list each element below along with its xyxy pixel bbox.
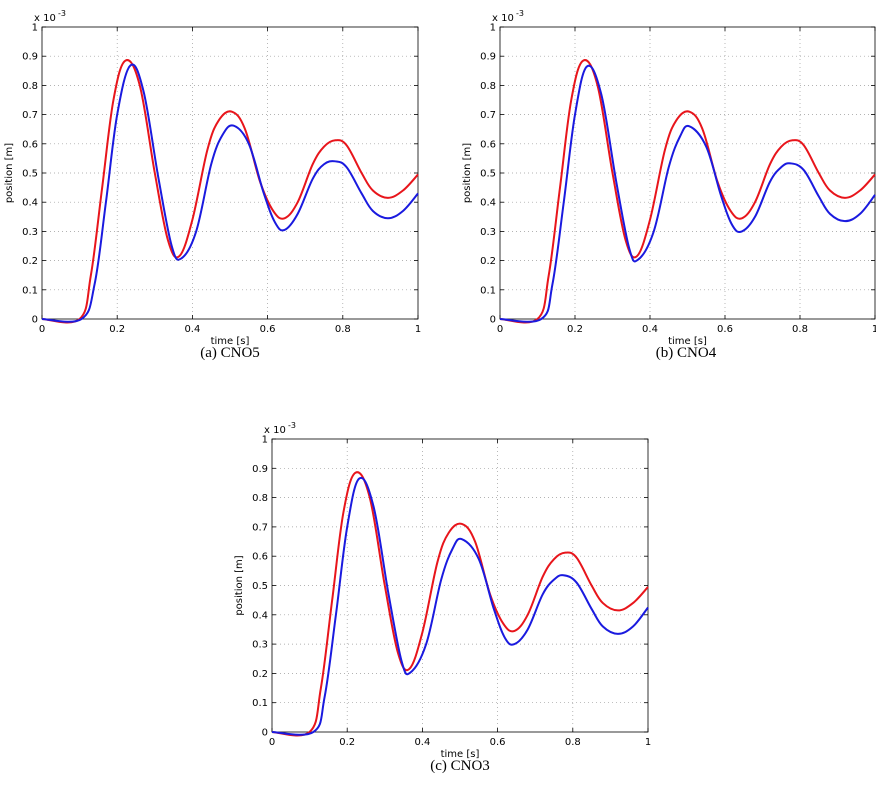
y-tick-label: 0.8 bbox=[252, 493, 268, 504]
x-tick-label: 0.2 bbox=[339, 737, 355, 748]
y-tick-label: 0 bbox=[262, 728, 268, 739]
y-tick-label: 0.2 bbox=[252, 669, 268, 680]
y-tick-label: 1 bbox=[490, 23, 496, 34]
y-tick-label: 0.9 bbox=[22, 52, 38, 63]
y-tick-label: 0.9 bbox=[480, 52, 496, 63]
series-line-red bbox=[499, 59, 876, 324]
x-tick-label: 0.2 bbox=[109, 324, 125, 335]
chart-caption: (c) CNO3 bbox=[430, 758, 490, 774]
y-tick-label: 0.6 bbox=[22, 139, 38, 150]
series-line-red bbox=[271, 471, 649, 737]
series-line-blue bbox=[271, 476, 649, 736]
chart-caption: (b) CNO4 bbox=[656, 345, 717, 361]
y-tick-label: 0.1 bbox=[480, 285, 496, 296]
y-tick-label: 0.2 bbox=[22, 256, 38, 267]
y-tick-label: 1 bbox=[32, 23, 38, 34]
chart-panel-2: 0 0.2 0.4 0.6 0.8 1 0 0.1 0.2 0.3 0.4 0.5 0.6 0.7 0.8 0… bbox=[462, 9, 876, 361]
y-tick-label: 0.6 bbox=[252, 552, 268, 563]
x-tick-label: 1 bbox=[415, 324, 421, 335]
x-tick-label: 0.4 bbox=[642, 324, 658, 335]
y-tick-label: 0.5 bbox=[252, 581, 268, 592]
x-tick-label: 0 bbox=[39, 324, 45, 335]
x-tick-label: 0.6 bbox=[717, 324, 733, 335]
x-tick-label: 0.6 bbox=[260, 324, 276, 335]
series-line-red bbox=[41, 59, 419, 324]
x-tick-label: 0 bbox=[497, 324, 503, 335]
chart-caption: (a) CNO5 bbox=[200, 345, 260, 361]
x-tick-label: 0.8 bbox=[565, 737, 581, 748]
y-tick-label: 0.1 bbox=[22, 285, 38, 296]
y-axis-label: position [m] bbox=[4, 143, 15, 203]
y-tick-label: 0.7 bbox=[480, 110, 496, 121]
y-tick-label: 0.3 bbox=[252, 640, 268, 651]
y-tick-label: 0.6 bbox=[480, 139, 496, 150]
x-tick-label: 1 bbox=[872, 324, 876, 335]
y-tick-label: 0.3 bbox=[22, 227, 38, 238]
y-exponent-power: -3 bbox=[58, 9, 66, 18]
y-tick-label: 0.5 bbox=[480, 169, 496, 180]
y-tick-label: 0 bbox=[32, 315, 38, 326]
x-tick-label: 0.2 bbox=[567, 324, 583, 335]
x-tick-label: 0.8 bbox=[792, 324, 808, 335]
chart-panel-1: 0 0.2 0.4 0.6 0.8 1 0 0.1 0.2 0.3 0.4 0.5 0.6 0.7 0.8 0… bbox=[4, 9, 421, 361]
series-line-blue bbox=[499, 64, 876, 323]
y-axis-label: position [m] bbox=[462, 143, 473, 203]
x-axis-label: time [s] bbox=[211, 336, 250, 347]
chart-panel-3: 0 0.2 0.4 0.6 0.8 1 0 0.1 0.2 0.3 0.4 0.5 0.6 0.7 0.8 0… bbox=[234, 421, 651, 774]
x-axis-label: time [s] bbox=[441, 749, 480, 760]
y-tick-label: 1 bbox=[262, 435, 268, 446]
y-exponent-label: x 10 bbox=[34, 13, 56, 24]
y-tick-label: 0.5 bbox=[22, 169, 38, 180]
x-tick-label: 0.4 bbox=[184, 324, 200, 335]
y-exponent-power: -3 bbox=[288, 421, 296, 430]
x-tick-label: 0.8 bbox=[335, 324, 351, 335]
x-tick-label: 0 bbox=[269, 737, 275, 748]
y-tick-label: 0.8 bbox=[22, 81, 38, 92]
y-exponent-label: x 10 bbox=[264, 425, 286, 436]
y-exponent-label: x 10 bbox=[492, 13, 514, 24]
y-tick-label: 0.9 bbox=[252, 464, 268, 475]
y-tick-label: 0.4 bbox=[22, 198, 38, 209]
y-tick-label: 0.8 bbox=[480, 81, 496, 92]
x-tick-label: 0.6 bbox=[490, 737, 506, 748]
series-line-blue bbox=[41, 63, 419, 323]
y-tick-label: 0.1 bbox=[252, 698, 268, 709]
x-tick-label: 0.4 bbox=[414, 737, 430, 748]
y-tick-label: 0.4 bbox=[252, 610, 268, 621]
y-tick-label: 0.2 bbox=[480, 256, 496, 267]
y-tick-label: 0.4 bbox=[480, 198, 496, 209]
y-axis-label: position [m] bbox=[234, 555, 245, 615]
y-exponent-power: -3 bbox=[516, 9, 524, 18]
x-tick-label: 1 bbox=[645, 737, 651, 748]
y-tick-label: 0.3 bbox=[480, 227, 496, 238]
y-tick-label: 0 bbox=[490, 315, 496, 326]
y-tick-label: 0.7 bbox=[22, 110, 38, 121]
y-tick-label: 0.7 bbox=[252, 522, 268, 533]
x-axis-label: time [s] bbox=[668, 336, 707, 347]
